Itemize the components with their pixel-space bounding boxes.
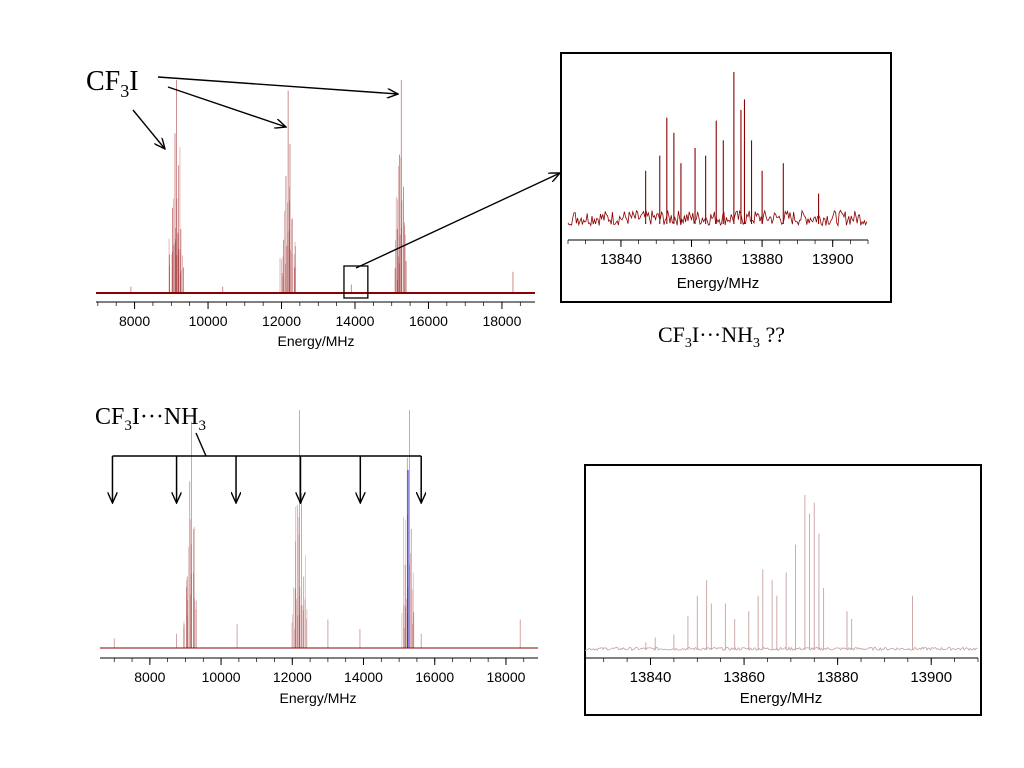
x-tick-label: 13840 xyxy=(600,251,642,268)
x-tick-label: 13880 xyxy=(741,251,783,268)
top-right-inset-chart: 13840 13860 13880 13900 Energy/MHz xyxy=(560,52,892,303)
complex-question-mid: I···NH xyxy=(692,322,753,347)
cf3i-arrow-to-peak-1 xyxy=(132,109,165,149)
assignment-bracket xyxy=(112,455,421,503)
complex-label-sub2: 3 xyxy=(199,418,207,434)
bracket-connector xyxy=(195,432,207,457)
x-tick-label: 12000 xyxy=(262,313,301,329)
cf3i-arrow-to-peak-3 xyxy=(157,76,398,94)
top-right-inset-frame xyxy=(560,52,892,303)
x-tick-label: 14000 xyxy=(336,313,375,329)
bottom-right-inset-frame xyxy=(584,464,982,716)
x-tick-label: 13840 xyxy=(630,669,672,686)
complex-question-caption: CF3I···NH3 ?? xyxy=(658,322,785,351)
bottom-left-spectrum xyxy=(113,410,521,648)
complex-question-sub1: 3 xyxy=(685,336,692,351)
bottom-left-chart: 8000 10000 12000 14000 16000 18000 Energy/MHz xyxy=(100,410,538,706)
x-tick-label: 10000 xyxy=(202,669,241,685)
noise-trace xyxy=(584,646,978,652)
complex-label-base: CF xyxy=(95,404,124,430)
x-tick-label: 16000 xyxy=(415,669,454,685)
bottom-right-inset-chart: 13840 13860 13880 13900 Energy/MHz xyxy=(584,464,982,716)
complex-question-sub2: 3 xyxy=(753,336,760,351)
x-tick-label: 13900 xyxy=(812,251,854,268)
complex-label-sub1: 3 xyxy=(124,418,132,434)
top-left-x-axis-label: Energy/MHz xyxy=(277,333,354,349)
top-left-tick-group: 8000 10000 12000 14000 16000 18000 xyxy=(97,302,522,329)
cf3i-label-tail: I xyxy=(129,66,138,97)
x-tick-label: 13860 xyxy=(723,669,765,686)
x-tick-label: 14000 xyxy=(344,669,383,685)
top-right-x-axis-label: Energy/MHz xyxy=(677,275,760,292)
x-tick-label: 13900 xyxy=(910,669,952,686)
cf3i-label-base: CF xyxy=(86,66,120,97)
top-left-spectrum xyxy=(130,80,514,293)
x-tick-label: 18000 xyxy=(486,669,525,685)
bottom-left-tick-group: 8000 10000 12000 14000 16000 18000 xyxy=(113,658,526,685)
bottom-right-x-axis-label: Energy/MHz xyxy=(740,690,823,707)
top-right-tick-group: 13840 13860 13880 13900 xyxy=(567,240,869,268)
zoom-highlight-box xyxy=(343,265,369,299)
x-tick-label: 12000 xyxy=(273,669,312,685)
complex-label-mid: I···NH xyxy=(132,404,199,430)
cf3i-label: CF3I xyxy=(86,66,139,101)
x-tick-label: 8000 xyxy=(134,669,165,685)
top-right-spectrum xyxy=(567,72,868,227)
x-tick-label: 16000 xyxy=(409,313,448,329)
x-tick-label: 13880 xyxy=(817,669,859,686)
noise-trace xyxy=(567,209,868,227)
bottom-left-x-axis-label: Energy/MHz xyxy=(279,690,356,706)
bottom-right-spectrum xyxy=(584,495,978,652)
x-tick-label: 10000 xyxy=(189,313,228,329)
zoom-arrow xyxy=(355,173,560,269)
cf3i-label-sub: 3 xyxy=(120,81,129,101)
cf3i-arrow-to-peak-2 xyxy=(167,86,286,127)
x-tick-label: 8000 xyxy=(119,313,150,329)
bottom-right-tick-group: 13840 13860 13880 13900 xyxy=(603,658,979,686)
top-left-chart: 8000 10000 12000 14000 16000 18000 Energy/MHz xyxy=(96,80,535,349)
x-tick-label: 18000 xyxy=(482,313,521,329)
complex-question-base: CF xyxy=(658,322,685,347)
x-tick-label: 13860 xyxy=(671,251,713,268)
complex-question-tail: ?? xyxy=(760,322,785,347)
complex-label: CF3I···NH3 xyxy=(95,404,206,434)
